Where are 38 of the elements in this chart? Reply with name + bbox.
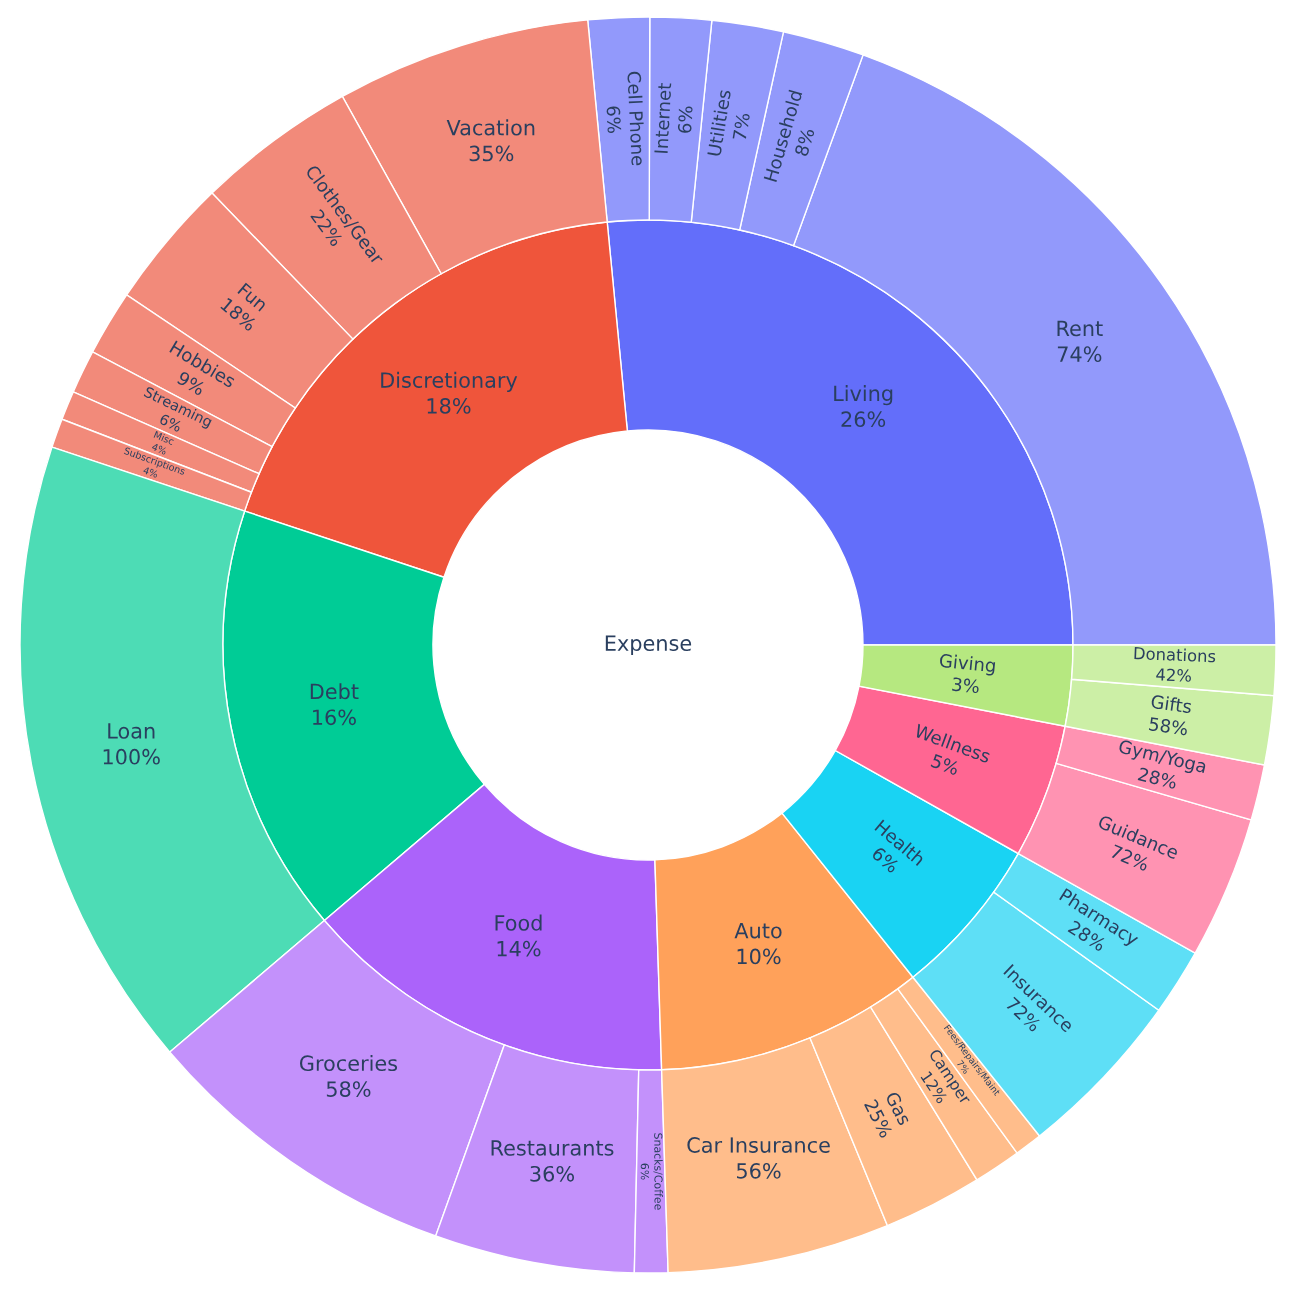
category-label: Restaurants: [491, 1140, 614, 1156]
data-label: 6%: [677, 106, 693, 134]
data-label: 58%: [1148, 716, 1189, 736]
data-label: 35%: [469, 145, 514, 162]
category-label: Internet: [654, 82, 672, 153]
category-label: Food: [495, 914, 542, 931]
category-label: Donations: [1134, 646, 1216, 663]
text: Expense: [605, 635, 692, 656]
data-label: 3%: [952, 677, 980, 694]
category-label: Gifts: [1150, 694, 1193, 714]
data-label: 58%: [326, 1081, 371, 1097]
data-label: 7%: [732, 112, 751, 141]
category-label: Vacation: [446, 119, 535, 136]
category-label: Living: [834, 385, 893, 406]
category-label: Discretionary: [381, 371, 518, 392]
data-label: 42%: [1156, 668, 1192, 682]
category-label: Auto: [734, 922, 782, 939]
category-label: Groceries: [299, 1054, 398, 1072]
category-label: Misc: [153, 430, 175, 446]
data-label: 74%: [1057, 346, 1102, 363]
data-label: 14%: [497, 940, 541, 957]
category-label: Utilities: [706, 89, 732, 157]
category-label: Rent: [1057, 320, 1103, 337]
data-label: 18%: [427, 398, 471, 414]
category-label: Snacks/Coffee: [653, 1133, 663, 1210]
data-label: 56%: [737, 1162, 781, 1179]
category-label: Giving: [939, 653, 996, 676]
data-label: 6%: [606, 106, 622, 134]
data-label: 36%: [530, 1165, 574, 1182]
category-label: Debt: [310, 683, 359, 700]
category-label: Car Insurance: [687, 1137, 830, 1153]
category-label: Loan: [108, 723, 155, 739]
category-label: Cell Phone: [627, 71, 646, 166]
data-label: 10%: [737, 948, 781, 965]
data-label: 16%: [313, 709, 356, 726]
data-label: 6%: [640, 1163, 650, 1180]
data-label: 26%: [841, 411, 886, 428]
data-label: 100%: [103, 748, 160, 765]
